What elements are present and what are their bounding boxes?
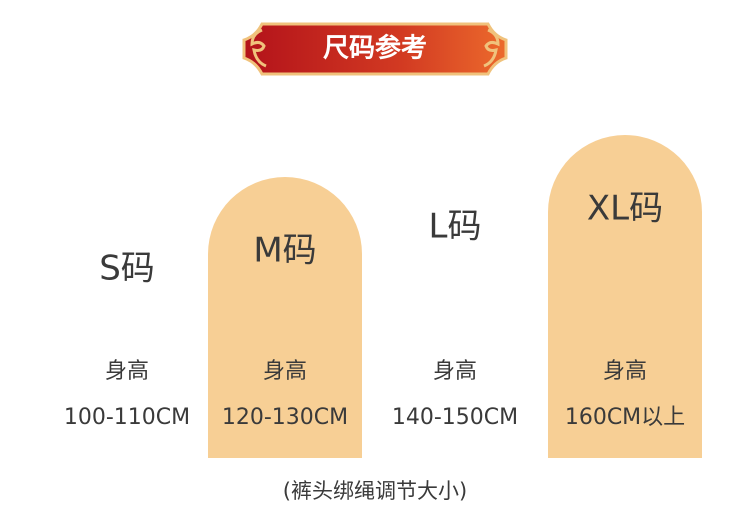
header-banner: 尺码参考 [242,22,508,76]
height-range: 100-110CM [64,405,190,430]
height-title: 身高 [105,359,149,384]
size-label: XL码 [587,189,663,229]
height-range: 140-150CM [392,405,518,430]
height-title: 身高 [263,359,307,384]
size-label: S码 [99,249,155,289]
header-title: 尺码参考 [323,33,427,64]
note: (裤头绑绳调节大小) [283,479,467,503]
height-range: 160CM以上 [565,405,685,430]
height-title: 身高 [433,359,477,384]
size-highlight [548,135,702,458]
height-title: 身高 [603,359,647,384]
size-highlight [208,177,362,458]
size-label: M码 [253,231,316,271]
size-label: L码 [429,207,482,247]
height-range: 120-130CM [222,405,348,430]
